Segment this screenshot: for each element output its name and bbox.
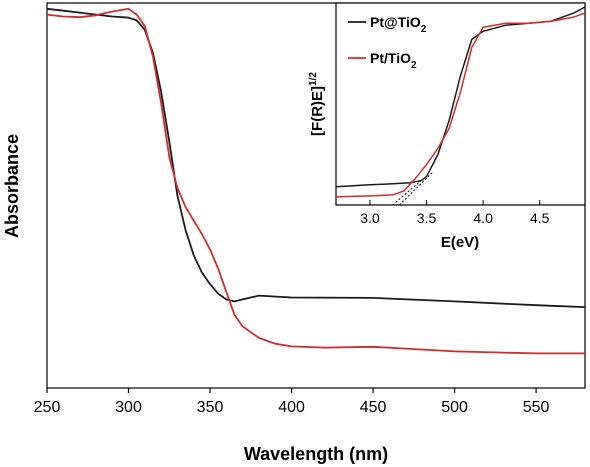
main-x-axis-title: Wavelength (nm) [244, 444, 388, 464]
inset-x-tick-label-2: 4.0 [473, 210, 493, 226]
main-x-tick-label-6: 550 [523, 399, 550, 416]
main-x-tick-label-5: 500 [441, 399, 468, 416]
main-x-tick-label-2: 350 [197, 399, 224, 416]
main-x-ticks: 250 300 350 400 450 500 550 [34, 388, 550, 416]
main-x-tick-label-3: 400 [278, 399, 305, 416]
inset-x-tick-label-3: 4.5 [530, 210, 550, 226]
inset-y-axis-title-base: [F(R)E] [309, 86, 326, 136]
main-y-axis-title: Absorbance [2, 134, 22, 238]
inset-x-tick-label-1: 3.5 [417, 210, 437, 226]
inset-x-ticks: 3.0 3.5 4.0 4.5 [360, 200, 550, 226]
main-x-tick-label-4: 450 [360, 399, 387, 416]
inset-legend-label-base-1: Pt/TiO [370, 50, 411, 66]
inset-y-axis-title: [F(R)E]1/2 [308, 72, 326, 136]
inset-x-axis-title: E(eV) [441, 234, 479, 251]
inset-x-tick-label-0: 3.0 [360, 210, 380, 226]
inset-series-group [335, 6, 586, 198]
main-x-tick-label-0: 250 [34, 399, 61, 416]
main-x-tick-label-1: 300 [115, 399, 142, 416]
main-series-group [46, 7, 586, 355]
main-series-line-0 [46, 7, 586, 308]
inset-legend-label-0: Pt@TiO2 [370, 14, 427, 35]
inset-legend-label-1: Pt/TiO2 [370, 50, 417, 71]
inset-legend-label-subscript-1: 2 [411, 60, 417, 71]
inset-plot: 3.0 3.5 4.0 4.5 E(eV) [F(R)E]1/2 Pt@TiO2Pt/… [308, 2, 586, 251]
inset-y-axis-title-superscript: 1/2 [308, 72, 319, 86]
inset-plot-background [335, 2, 586, 206]
main-plot: 250 300 350 400 450 500 550 Wavelength (nm) Ab… [2, 2, 586, 464]
main-series-line-1 [46, 7, 585, 355]
inset-series-line-1 [335, 12, 586, 198]
inset-legend-label-subscript-0: 2 [421, 24, 427, 35]
inset-legend-label-base-0: Pt@TiO [370, 14, 421, 30]
